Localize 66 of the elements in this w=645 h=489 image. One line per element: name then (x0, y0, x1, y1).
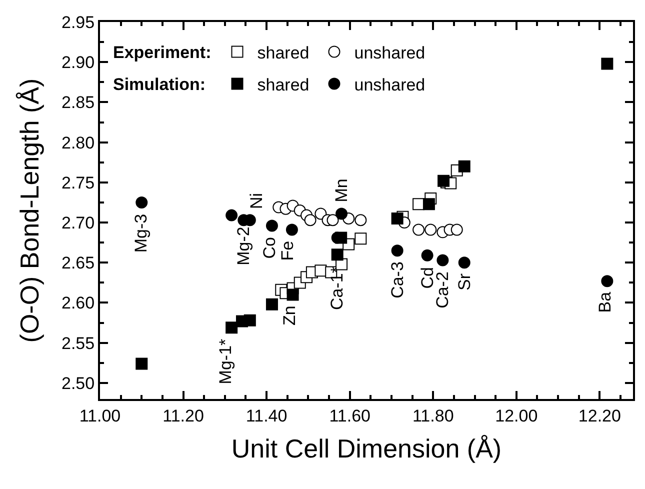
annotation: Mn (332, 178, 351, 202)
legend-label: shared (257, 75, 310, 94)
point (286, 224, 298, 236)
point (412, 224, 425, 236)
annotation: Zn (280, 306, 300, 326)
y-tick-label: 2.80 (62, 133, 95, 152)
x-tick-label: 11.60 (329, 406, 370, 426)
x-tick-label: 12.00 (495, 406, 538, 426)
point (601, 275, 614, 288)
y-tick-label: 2.70 (62, 213, 95, 232)
x-axis-title: Unit Cell Dimension (Å) (231, 434, 502, 464)
y-tick-label: 2.55 (62, 334, 95, 353)
point (438, 174, 450, 187)
point (266, 220, 278, 232)
y-axis-title: (O-O) Bond-Length (Å) (14, 78, 44, 343)
point (136, 196, 148, 208)
annotation: Experiment: (113, 43, 212, 62)
point (226, 209, 238, 222)
annotation: Mg-3 (132, 214, 151, 253)
legend-label: unshared (354, 75, 426, 94)
point (326, 214, 339, 226)
x-tick-label: 11.40 (246, 406, 288, 426)
point (336, 208, 348, 220)
y-tick-label: 2.75 (62, 173, 95, 192)
point (601, 58, 614, 70)
y-tick-label: 2.50 (62, 374, 95, 393)
y-tick-label: 2.85 (62, 93, 95, 112)
x-tick-label: 11.80 (412, 406, 454, 426)
x-tick-label: 11.20 (162, 406, 204, 426)
annotation: Mg-2 (234, 226, 253, 266)
annotation: Co (260, 236, 280, 259)
y-tick-label: 2.60 (62, 294, 95, 313)
legend-label: unshared (354, 43, 426, 62)
annotation: Ca-1* (328, 266, 347, 310)
annotation: Simulation: (113, 75, 206, 94)
point (391, 244, 404, 257)
point (226, 322, 238, 334)
point (136, 358, 148, 370)
x-tick-label: 11.00 (79, 406, 121, 426)
point (436, 254, 449, 266)
point (304, 214, 316, 226)
point (424, 224, 437, 236)
y-tick-label: 2.65 (62, 254, 95, 273)
annotation: Ba (596, 291, 615, 313)
point (450, 224, 463, 236)
y-tick-label: 2.90 (62, 53, 95, 72)
annotation: Ca-3 (388, 262, 408, 298)
legend-label: shared (257, 43, 310, 62)
point (244, 314, 256, 326)
point (266, 298, 278, 310)
annotation: Sr (455, 273, 474, 290)
point (314, 264, 327, 277)
point (391, 212, 404, 225)
annotation: Fe (278, 240, 298, 261)
x-tick-label: 12.20 (578, 406, 621, 426)
point (421, 249, 434, 262)
annotation: Mg-1* (216, 338, 235, 384)
point (422, 198, 435, 210)
annotation: Ni (246, 192, 266, 210)
point (286, 288, 299, 301)
point (354, 214, 367, 226)
point (458, 256, 470, 269)
point (458, 160, 470, 172)
point (354, 232, 367, 245)
y-tick-label: 2.95 (62, 12, 95, 32)
point (331, 248, 344, 261)
